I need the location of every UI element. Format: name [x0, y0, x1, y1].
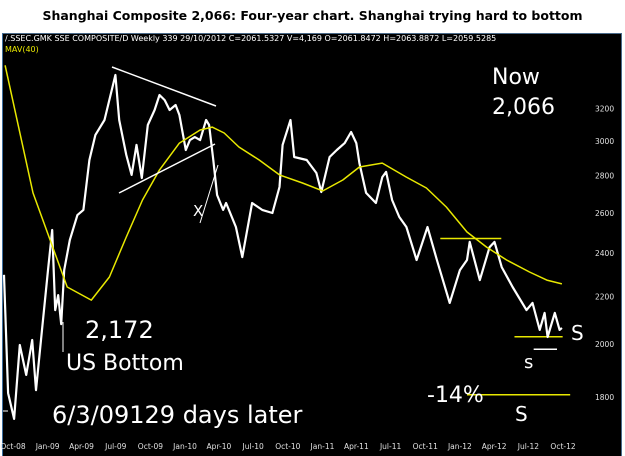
us-bottom-label: US Bottom [66, 351, 184, 376]
x-tick-label: Jan-10 [172, 442, 197, 451]
x-tick-label: Apr-09 [69, 442, 94, 451]
x-tick-label: Jul-10 [242, 442, 265, 451]
percent-drop-label: -14% [427, 383, 484, 408]
moving-average-line [4, 65, 563, 301]
ma-legend-label: MAV(40) [5, 45, 39, 54]
low-value-label: 2,172 [85, 316, 154, 344]
support-s-lower-label: S [515, 402, 528, 426]
date-note-label: 6/3/09129 days later [52, 401, 303, 429]
x-tick-label: Jan-12 [447, 442, 472, 451]
now-label: Now [492, 65, 540, 90]
breakout-x-label: X [193, 202, 203, 220]
x-tick-label: Oct-10 [275, 442, 300, 451]
y-tick-label: 2400 [595, 249, 614, 258]
x-tick-label: Jan-11 [310, 442, 335, 451]
x-tick-label: Apr-11 [344, 442, 369, 451]
y-tick-label: 2000 [595, 340, 614, 349]
support-s-upper-label: S [571, 321, 584, 345]
y-tick-label: 2600 [595, 209, 614, 218]
y-tick-label: 3000 [595, 137, 614, 146]
x-tick-label: Apr-12 [482, 442, 507, 451]
triangle-upper-trendline [111, 66, 217, 107]
chart-panel [2, 33, 622, 456]
x-tick-label: Oct-11 [413, 442, 438, 451]
y-tick-label: 3200 [595, 105, 614, 114]
triangle-lower-trendline [118, 143, 216, 194]
x-tick-label: Oct-09 [138, 442, 163, 451]
y-tick-label: 2800 [595, 172, 614, 181]
chart-title: Shanghai Composite 2,066: Four-year char… [42, 8, 583, 23]
breakout-pointer-line [199, 164, 219, 224]
x-tick-label: Jul-11 [379, 442, 402, 451]
y-tick-label: 1800 [595, 393, 614, 402]
y-tick-label: 2200 [595, 292, 614, 301]
x-tick-label: Oct-12 [550, 442, 575, 451]
x-tick-label: Jul-09 [104, 442, 127, 451]
support-s-middle-label: s [524, 352, 533, 373]
price-line [2, 73, 563, 420]
now-value-label: 2,066 [492, 95, 555, 120]
x-tick-label: Jul-12 [517, 442, 540, 451]
x-tick-label: Apr-10 [207, 442, 232, 451]
x-tick-label: Oct-08 [0, 442, 25, 451]
chart-header-info: /.SSEC.GMK SSE COMPOSITE/D Weekly 339 29… [5, 34, 496, 43]
x-tick-label: Jan-09 [35, 442, 60, 451]
